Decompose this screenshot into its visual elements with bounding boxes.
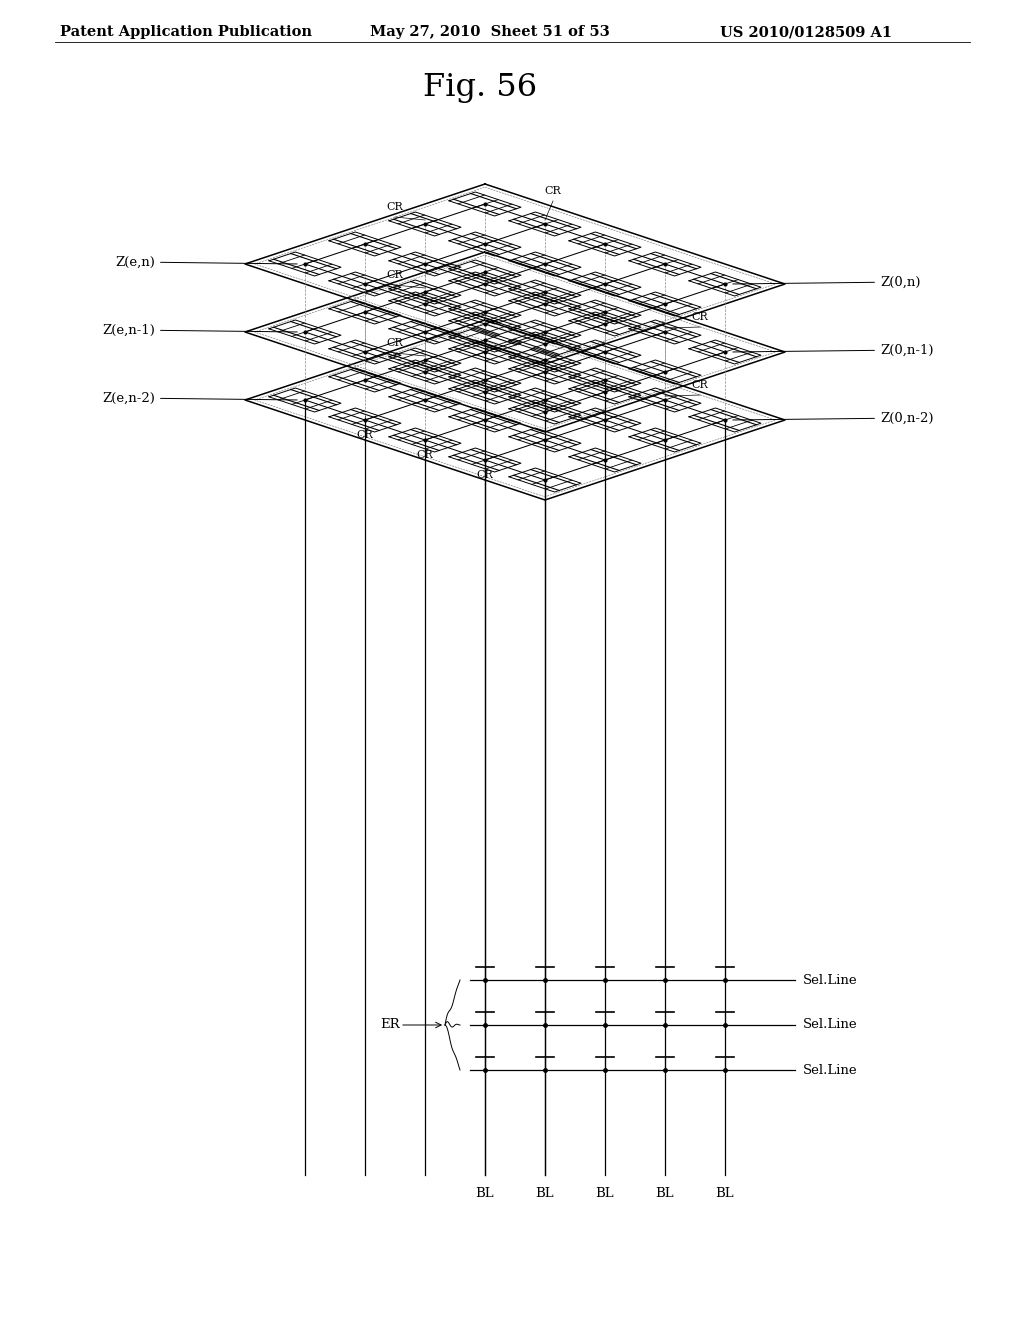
Text: Z(e,n-2): Z(e,n-2) — [102, 392, 297, 404]
Text: Sel.Line: Sel.Line — [803, 1019, 858, 1031]
Text: Z(e,n): Z(e,n) — [115, 256, 297, 268]
Text: CR: CR — [476, 470, 494, 480]
Text: Sel.Line: Sel.Line — [803, 1064, 858, 1077]
Text: BL: BL — [596, 1187, 614, 1200]
Text: Sel.Line: Sel.Line — [803, 974, 858, 986]
Text: Fig. 56: Fig. 56 — [423, 73, 537, 103]
Text: CR: CR — [387, 271, 403, 280]
Text: May 27, 2010  Sheet 51 of 53: May 27, 2010 Sheet 51 of 53 — [370, 25, 609, 40]
Text: Patent Application Publication: Patent Application Publication — [60, 25, 312, 40]
Text: US 2010/0128509 A1: US 2010/0128509 A1 — [720, 25, 892, 40]
Text: BL: BL — [716, 1187, 734, 1200]
Text: BL: BL — [655, 1187, 675, 1200]
Text: CR: CR — [417, 450, 433, 459]
Text: CR: CR — [387, 202, 403, 213]
Text: ER: ER — [380, 1019, 400, 1031]
Text: CR: CR — [545, 186, 561, 195]
Text: CR: CR — [691, 312, 709, 322]
Text: Z(e,n-1): Z(e,n-1) — [102, 323, 297, 337]
Text: Z(0,n-1): Z(0,n-1) — [733, 343, 934, 356]
Text: BL: BL — [476, 1187, 495, 1200]
Text: CR: CR — [691, 380, 709, 389]
Text: Z(0,n): Z(0,n) — [733, 276, 921, 289]
Text: CR: CR — [387, 338, 403, 348]
Text: CR: CR — [356, 430, 374, 440]
Text: Z(0,n-2): Z(0,n-2) — [733, 412, 934, 425]
Text: BL: BL — [536, 1187, 554, 1200]
